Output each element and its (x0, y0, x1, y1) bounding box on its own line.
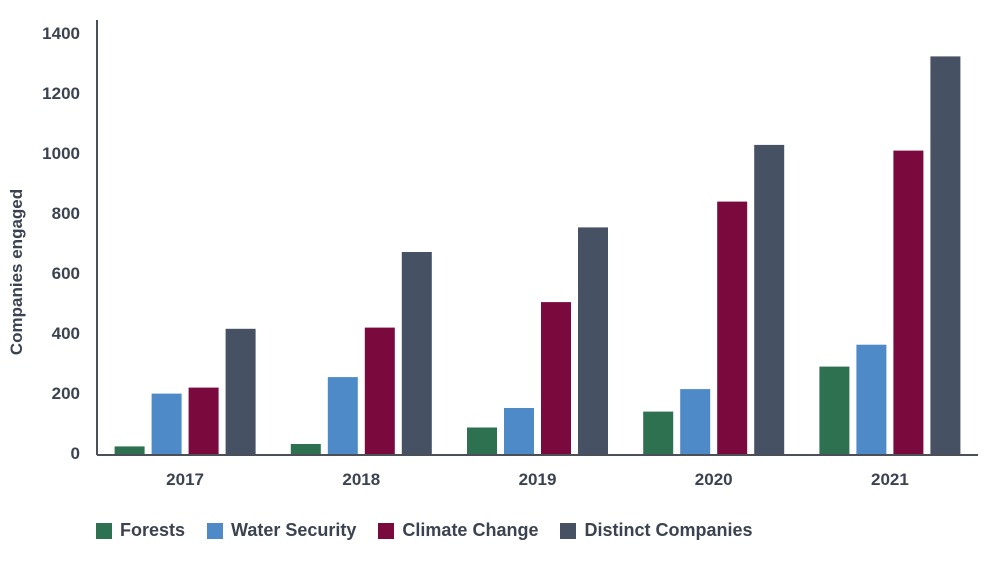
bar-forests-2020 (643, 411, 674, 455)
bar-distinct-companies-2017 (225, 328, 256, 455)
y-tick-label: 200 (52, 384, 80, 403)
bar-climate-change-2020 (717, 201, 748, 455)
legend-swatch (560, 522, 577, 539)
bar-distinct-companies-2019 (578, 227, 608, 455)
legend-swatch (378, 522, 395, 539)
legend-label: Climate Change (402, 520, 539, 540)
y-tick-label: 1000 (42, 144, 80, 163)
x-tick-label: 2017 (166, 470, 204, 489)
legend-swatch (96, 522, 112, 539)
y-axis-title: Companies engaged (7, 189, 26, 355)
y-tick-label: 0 (71, 444, 80, 463)
x-tick-label: 2018 (342, 470, 380, 489)
bar-water-security-2018 (327, 377, 358, 455)
legend-label: Forests (120, 520, 186, 540)
bar-climate-change-2017 (188, 387, 219, 455)
y-axis-ticks: 0 200 400 600 800 1000 1200 1400 (42, 24, 80, 463)
bar-forests-2018 (290, 444, 321, 455)
bar-water-security-2017 (151, 393, 182, 455)
bar-water-security-2020 (680, 389, 711, 455)
legend-item: Forests (96, 520, 185, 541)
bar-forests-2019 (467, 427, 497, 455)
x-axis-ticks: 2017 2018 2019 2020 2021 (166, 470, 909, 489)
y-tick-label: 600 (52, 264, 80, 283)
bar-water-security-2019 (504, 408, 534, 455)
y-tick-label: 400 (52, 324, 80, 343)
x-tick-label: 2021 (871, 470, 909, 489)
x-tick-label: 2019 (519, 470, 557, 489)
bar-distinct-companies-2020 (754, 144, 785, 455)
bar-distinct-companies-2021 (930, 56, 961, 456)
legend-label: Distinct Companies (584, 520, 753, 540)
bar-climate-change-2021 (893, 150, 924, 455)
bar-forests-2021 (819, 366, 850, 455)
legend-label: Water Security (231, 520, 357, 540)
x-tick-label: 2020 (695, 470, 733, 489)
legend-item: Water Security (207, 520, 356, 541)
bar-climate-change-2019 (541, 302, 571, 455)
y-tick-label: 1200 (42, 84, 80, 103)
bars (114, 56, 961, 456)
legend-swatch (207, 522, 224, 539)
legend-item: Distinct Companies (560, 520, 752, 541)
bar-climate-change-2018 (364, 327, 395, 455)
legend: Forests Water Security Climate Change Disti… (96, 520, 774, 541)
bar-distinct-companies-2018 (401, 252, 432, 455)
bar-forests-2017 (114, 446, 145, 455)
legend-item: Climate Change (378, 520, 538, 541)
bar-water-security-2021 (856, 344, 887, 455)
y-tick-label: 800 (52, 204, 80, 223)
y-tick-label: 1400 (42, 24, 80, 43)
